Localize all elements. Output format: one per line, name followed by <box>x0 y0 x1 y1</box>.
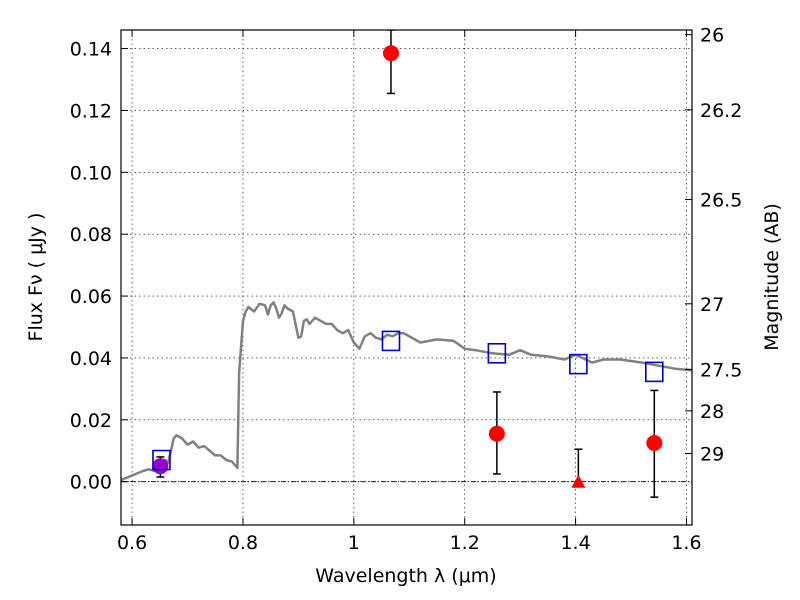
y2-tick-label: 26.5 <box>700 190 742 212</box>
y2-axis-title: Magnitude (AB) <box>761 203 783 351</box>
y-axis-title: Flux Fν ( μJy ) <box>25 213 47 342</box>
x-axis-title: Wavelength λ (μm) <box>315 565 496 587</box>
upper-limit-triangle <box>571 474 586 488</box>
model-photometry-square <box>152 449 171 471</box>
y-tick-label: 0.02 <box>70 410 112 432</box>
observed-photometry-point <box>646 435 663 452</box>
x-tick-label: 1.6 <box>671 532 701 554</box>
x-tick-label: 1 <box>348 532 360 554</box>
model-spectrum-layer <box>121 301 692 482</box>
model-photometry-square <box>487 342 507 364</box>
grid-lines <box>121 30 692 525</box>
plot-frame <box>120 29 693 526</box>
y-tick-label: 0.04 <box>70 348 112 370</box>
y-tick-label: 0.12 <box>70 100 112 122</box>
y-tick-label: 0.08 <box>70 224 112 246</box>
y-tick-label: 0.06 <box>70 286 112 308</box>
model-spectrum-line <box>121 301 692 482</box>
violet-photometry-point <box>152 458 169 475</box>
y2-tick-label: 26.2 <box>700 100 742 122</box>
x-tick-label: 0.6 <box>117 532 147 554</box>
y2-tick-label: 28 <box>700 401 724 423</box>
x-tick-label: 1.2 <box>450 532 480 554</box>
x-tick-label: 0.8 <box>228 532 258 554</box>
observed-photometry-point <box>382 45 399 62</box>
model-photometry-square <box>569 353 588 375</box>
y-tick-label: 0.14 <box>70 39 112 61</box>
marker-layer <box>152 45 664 488</box>
y-tick-label: 0.00 <box>70 472 112 494</box>
observed-photometry-point <box>488 425 505 442</box>
y-tick-label: 0.10 <box>70 162 112 184</box>
x-tick-label: 1.4 <box>560 532 590 554</box>
y2-tick-label: 26 <box>700 25 724 47</box>
y2-tick-label: 29 <box>700 444 724 466</box>
y2-tick-label: 27 <box>700 294 724 316</box>
model-photometry-square <box>381 330 401 352</box>
tick-layer: 0.6 0.8 1 1.2 1.4 1.6 0.00 0.02 0.04 0.06 0.08 0.10… <box>70 25 743 554</box>
model-photometry-square <box>645 361 664 383</box>
y2-tick-label: 27.5 <box>700 359 742 381</box>
